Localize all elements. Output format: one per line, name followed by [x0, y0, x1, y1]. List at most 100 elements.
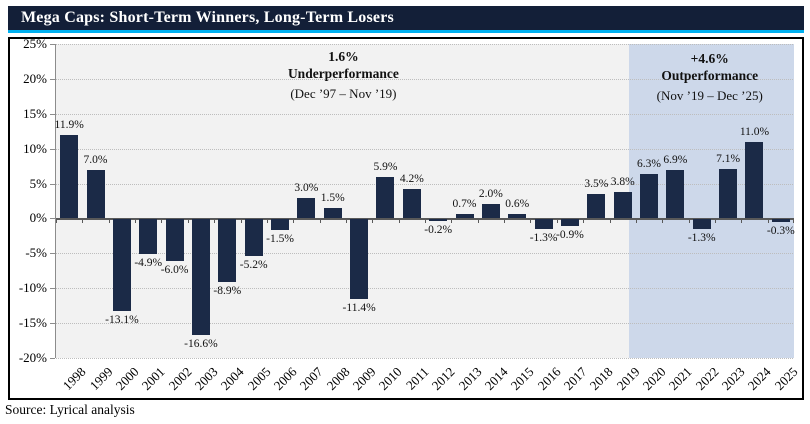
- bar-value-label-2021: 6.9%: [663, 154, 688, 167]
- gridline-25: [56, 44, 793, 45]
- bar-value-label-2019: 3.8%: [610, 175, 635, 188]
- bar-2015: [508, 214, 527, 219]
- y-tick-label-20: 20%: [23, 70, 47, 86]
- bar-value-label-2015: 0.6%: [505, 198, 530, 211]
- bar-1998: [60, 135, 79, 219]
- bar-2002: [165, 219, 184, 262]
- outperformance-annotation: +4.6% Outperformance (Nov ’19 – Dec ’25): [657, 50, 763, 104]
- y-tick-label--5: -5%: [25, 245, 47, 261]
- y-tick-label-15: 15%: [23, 105, 47, 121]
- x-axis-label-2024: 2024: [745, 364, 775, 393]
- category-tick: [635, 218, 637, 224]
- bar-2017: [560, 219, 579, 226]
- x-axis-label-2023: 2023: [718, 364, 748, 393]
- bar-value-label-2024: 11.0%: [739, 125, 770, 138]
- category-tick: [477, 218, 479, 224]
- bar-2003: [191, 219, 210, 336]
- bar-value-label-2018: 3.5%: [584, 178, 609, 191]
- x-axis-label-2012: 2012: [428, 364, 458, 393]
- bar-value-label-2002: -6.0%: [160, 264, 189, 277]
- x-axis-label-2007: 2007: [297, 364, 326, 393]
- category-tick: [583, 218, 585, 224]
- x-axis-label-2003: 2003: [191, 364, 221, 393]
- bar-value-label-2004: -8.9%: [213, 284, 242, 297]
- bar-2022: [692, 219, 711, 229]
- x-axis-label-2021: 2021: [666, 364, 695, 393]
- gridline-5: [56, 183, 793, 185]
- category-tick: [793, 218, 794, 224]
- y-axis-tick: [50, 78, 55, 80]
- category-tick: [504, 218, 506, 224]
- bar-2020: [640, 174, 659, 219]
- y-tick-label-25: 25%: [23, 36, 47, 51]
- category-tick: [56, 218, 57, 224]
- category-tick: [767, 218, 769, 224]
- outperformance-label: Outperformance: [661, 68, 759, 83]
- bar-value-label-2012: -0.2%: [424, 223, 453, 236]
- y-axis-tick: [50, 183, 55, 185]
- x-axis-label-2011: 2011: [402, 364, 432, 393]
- bar-value-label-2007: 3.0%: [294, 181, 319, 194]
- bar-2012: [429, 219, 448, 221]
- chart-title: Mega Caps: Short-Term Winners, Long-Term…: [21, 9, 394, 26]
- gridline-10: [56, 148, 793, 150]
- outperformance-value: +4.6%: [690, 51, 729, 66]
- category-tick: [108, 218, 110, 224]
- bar-value-label-1999: 7.0%: [83, 153, 108, 166]
- y-tick-label-5: 5%: [29, 175, 47, 191]
- underperformance-label: Underperformance: [287, 66, 399, 81]
- x-axis-label-2004: 2004: [217, 364, 247, 393]
- x-axis-label-2017: 2017: [560, 364, 590, 393]
- bar-2016: [534, 219, 553, 229]
- bar-value-label-2025: -0.3%: [766, 224, 795, 237]
- x-axis-label-2000: 2000: [112, 364, 142, 393]
- x-axis-label-2025: 2025: [771, 364, 801, 393]
- bar-value-label-2016: -1.3%: [529, 231, 558, 244]
- category-tick: [556, 218, 558, 224]
- bar-value-label-2009: -11.4%: [342, 301, 376, 314]
- x-axis-label-2016: 2016: [534, 364, 564, 393]
- underperformance-value: 1.6%: [328, 49, 359, 64]
- x-axis-label-2022: 2022: [692, 364, 722, 393]
- y-axis-tick: [50, 253, 55, 255]
- x-axis-label-2009: 2009: [349, 364, 379, 393]
- bar-1999: [86, 169, 105, 219]
- y-tick-label--15: -15%: [18, 315, 47, 331]
- category-tick: [398, 218, 400, 224]
- x-axis-label-2010: 2010: [376, 364, 406, 393]
- category-tick: [214, 218, 216, 224]
- bar-2009: [350, 219, 369, 299]
- category-tick: [609, 218, 611, 224]
- bar-value-label-2003: -16.6%: [184, 338, 218, 351]
- gridline--20: [56, 358, 793, 359]
- category-tick: [345, 218, 347, 224]
- outperformance-dates: (Nov ’19 – Dec ’25): [656, 88, 763, 103]
- gridline--15: [56, 323, 793, 325]
- source-attribution: Source: Lyrical analysis: [5, 402, 135, 417]
- bar-2008: [323, 207, 342, 219]
- bar-value-label-2014: 2.0%: [478, 188, 503, 201]
- y-axis-tick: [50, 323, 55, 325]
- bar-2014: [481, 204, 500, 219]
- bar-2021: [666, 170, 685, 219]
- y-tick-label--10: -10%: [18, 280, 47, 296]
- gridline-20: [56, 78, 793, 80]
- category-tick: [319, 218, 321, 224]
- underperformance-annotation: 1.6% Underperformance (Dec ’97 – Nov ’19…: [288, 48, 399, 102]
- x-axis-label-2008: 2008: [323, 364, 353, 393]
- x-axis-label-2002: 2002: [165, 364, 195, 393]
- category-tick: [293, 218, 295, 224]
- bar-value-label-2023: 7.1%: [716, 152, 741, 165]
- gridline--10: [56, 288, 793, 290]
- category-tick: [135, 218, 137, 224]
- category-tick: [714, 218, 716, 224]
- y-tick-label--20: -20%: [18, 350, 47, 365]
- x-axis-label-2018: 2018: [586, 364, 616, 393]
- bar-2006: [271, 219, 290, 230]
- x-axis-label-2019: 2019: [613, 364, 643, 393]
- bar-2023: [719, 168, 738, 219]
- category-tick: [530, 218, 532, 224]
- category-tick: [451, 218, 453, 224]
- x-axis-label-2005: 2005: [244, 364, 274, 393]
- chart-title-bar: Mega Caps: Short-Term Winners, Long-Term…: [8, 6, 804, 33]
